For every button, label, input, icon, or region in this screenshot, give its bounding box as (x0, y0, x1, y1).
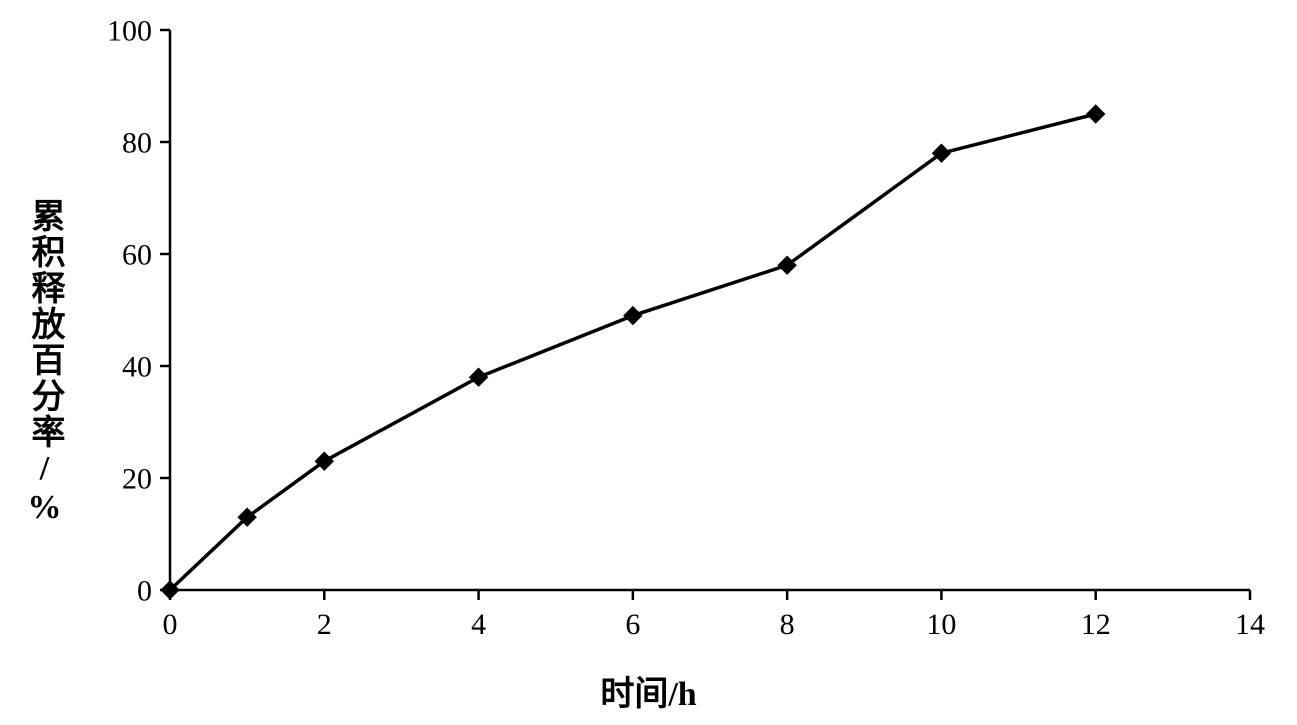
x-tick-label: 6 (625, 608, 640, 641)
chart-svg: 0 2 4 6 8 10 12 14 0 20 40 60 80 100 (0, 0, 1297, 725)
x-tick-label: 12 (1081, 608, 1111, 641)
data-marker (624, 307, 642, 325)
data-marker (1087, 105, 1105, 123)
x-tick-label: 4 (471, 608, 486, 641)
x-tick-label: 8 (780, 608, 795, 641)
y-tick-label: 60 (122, 239, 152, 272)
y-tick-label: 80 (122, 127, 152, 160)
y-tick-label: 20 (122, 463, 152, 496)
x-tick-label: 0 (163, 608, 178, 641)
y-tick-label: 0 (137, 575, 152, 608)
x-tick-label: 10 (926, 608, 956, 641)
data-marker (470, 368, 488, 386)
x-tick-label: 2 (317, 608, 332, 641)
y-tick-label: 40 (122, 351, 152, 384)
chart-container: 累积释放百分率/% 时间/h 02468101214020406080100 (0, 0, 1297, 725)
data-line (170, 114, 1096, 590)
x-tick-label: 14 (1235, 608, 1265, 641)
y-tick-label: 100 (107, 15, 152, 48)
